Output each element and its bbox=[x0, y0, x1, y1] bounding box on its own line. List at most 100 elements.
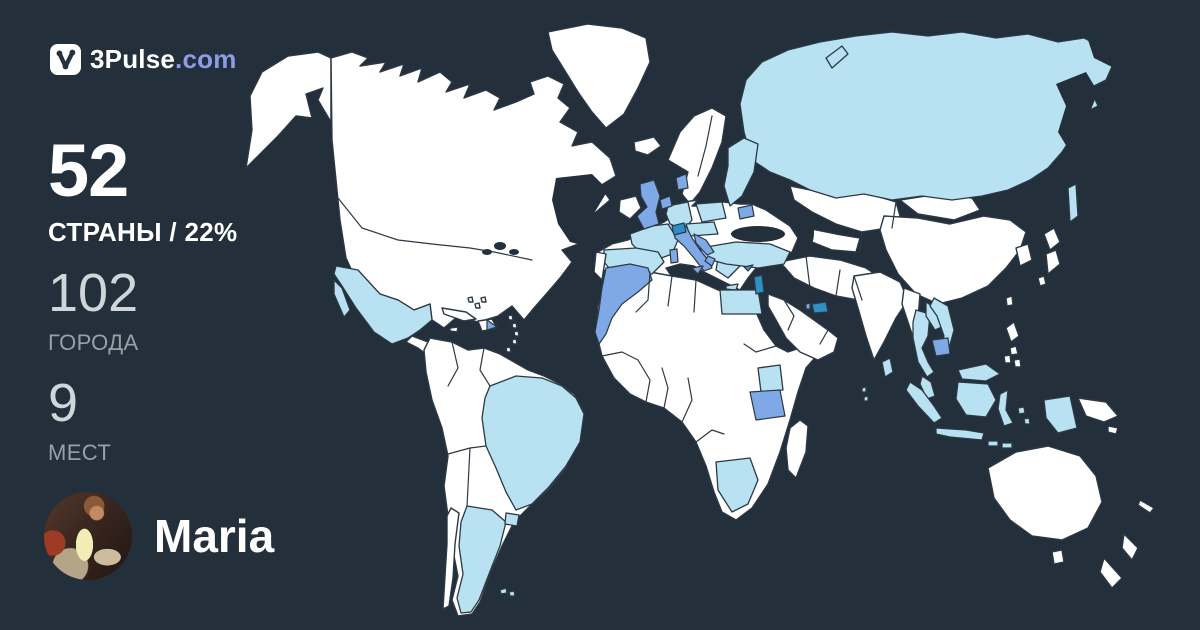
map-sea-great-lake-1 bbox=[494, 242, 506, 250]
map-region-papua-new-guinea bbox=[1077, 397, 1119, 435]
map-region-lesser-antilles bbox=[505, 314, 520, 353]
map-region-latvia bbox=[737, 204, 755, 220]
stat-places: 9 МЕСТ bbox=[48, 376, 111, 466]
map-region-croatia bbox=[693, 233, 715, 256]
map-region-italy bbox=[673, 225, 713, 272]
map-cut-chukotka bbox=[1088, 40, 1114, 68]
map-region-uruguay bbox=[504, 512, 520, 527]
brand-name-main: 3Pulse bbox=[90, 44, 176, 74]
stat-countries: 52 СТРАНЫ / 22% bbox=[48, 134, 237, 248]
map-region-poland bbox=[695, 201, 727, 223]
map-region-scandinavia bbox=[667, 107, 727, 205]
map-region-west-papua bbox=[1043, 395, 1078, 434]
map-region-thailand bbox=[912, 309, 935, 378]
map-region-russia bbox=[739, 31, 1115, 201]
map-region-qatar bbox=[805, 302, 811, 310]
map-region-ireland bbox=[618, 195, 642, 220]
map-region-finland bbox=[723, 137, 759, 207]
stat-places-value: 9 bbox=[48, 373, 79, 433]
map-region-jamaica bbox=[449, 326, 459, 333]
user-name: Maria bbox=[154, 510, 275, 562]
map-region-java bbox=[935, 427, 985, 441]
stat-cities: 102 ГОРОДА bbox=[48, 266, 139, 356]
map-region-denmark bbox=[675, 173, 689, 191]
map-region-maldives bbox=[861, 386, 869, 402]
map-sea-cutouts bbox=[482, 40, 1114, 255]
brand-logo[interactable]: 3Pulse.com bbox=[50, 44, 237, 75]
map-region-sulawesi bbox=[997, 389, 1014, 427]
avatar[interactable] bbox=[44, 492, 132, 580]
brand-name: 3Pulse.com bbox=[90, 44, 237, 75]
map-region-japan bbox=[1037, 227, 1061, 287]
map-region-kenya bbox=[757, 364, 784, 393]
map-region-united-kingdom bbox=[636, 179, 661, 230]
map-region-australia bbox=[987, 445, 1103, 541]
map-region-mexico bbox=[333, 265, 433, 345]
map-region-taiwan bbox=[1005, 295, 1014, 307]
map-region-cambodia bbox=[931, 337, 951, 357]
map-region-china bbox=[879, 215, 1027, 305]
map-region-philippines bbox=[1003, 321, 1022, 368]
map-sea-caspian bbox=[798, 214, 814, 250]
map-region-greenland bbox=[547, 23, 651, 129]
map-region-moluccas bbox=[1017, 406, 1031, 425]
map-region-egypt bbox=[719, 289, 763, 315]
map-region-malaysia bbox=[919, 375, 936, 400]
stat-cities-label: ГОРОДА bbox=[48, 330, 139, 355]
map-region-tanzania bbox=[749, 389, 786, 421]
map-region-sakhalin bbox=[1067, 183, 1079, 223]
stat-countries-label: СТРАНЫ / 22% bbox=[48, 217, 238, 247]
map-visited-light bbox=[333, 31, 1115, 614]
map-region-falklands bbox=[499, 587, 516, 597]
map-border-lines bbox=[330, 57, 897, 507]
map-region-korea bbox=[1015, 243, 1033, 267]
stat-cities-value: 102 bbox=[48, 263, 139, 323]
map-region-baja bbox=[333, 279, 351, 318]
map-region-cuba bbox=[441, 307, 477, 322]
map-visited-medium bbox=[486, 173, 951, 421]
brand-name-suffix: .com bbox=[175, 44, 237, 74]
map-region-alaska bbox=[245, 51, 332, 169]
map-region-brazil bbox=[481, 375, 585, 511]
map-region-kalimantan bbox=[955, 381, 997, 418]
map-region-novaya-zemlya bbox=[825, 45, 849, 69]
map-region-switzerland bbox=[671, 222, 687, 236]
map-sea-hudson-bay bbox=[552, 174, 608, 246]
map-region-india bbox=[851, 271, 909, 361]
user-profile[interactable]: Maria bbox=[44, 492, 274, 580]
map-cut-kamchatka bbox=[1056, 72, 1098, 152]
map-region-new-caledonia bbox=[1137, 499, 1155, 514]
map-region-israel bbox=[753, 274, 765, 295]
map-region-tasmania bbox=[1051, 549, 1065, 565]
map-region-iceland bbox=[633, 136, 662, 156]
map-region-new-zealand bbox=[1099, 533, 1139, 589]
map-region-lesser-sunda bbox=[987, 440, 1013, 449]
map-region-morocco bbox=[594, 263, 653, 345]
map-region-portugal bbox=[593, 251, 607, 281]
map-sea-great-lake-2 bbox=[509, 249, 519, 255]
map-sea-black-sea bbox=[731, 226, 785, 242]
map-region-south-africa bbox=[715, 457, 759, 513]
map-region-uae bbox=[811, 301, 829, 314]
map-region-sumatra bbox=[905, 381, 943, 424]
map-region-madagascar bbox=[785, 419, 809, 479]
map-unvisited-overlays bbox=[442, 251, 607, 610]
map-region-sardinia bbox=[669, 248, 679, 264]
map-region-sri-lanka bbox=[881, 357, 894, 378]
stat-places-label: МЕСТ bbox=[48, 440, 112, 465]
pulse-check-icon bbox=[50, 44, 81, 75]
map-visited-dark bbox=[671, 222, 829, 314]
map-region-cyprus bbox=[743, 264, 754, 272]
map-region-netherlands bbox=[659, 195, 673, 210]
stat-countries-value: 52 bbox=[48, 129, 129, 212]
map-region-montenegro bbox=[704, 255, 716, 267]
map-region-borneo-malaysia bbox=[957, 363, 1001, 382]
map-region-dominican-republic bbox=[486, 319, 498, 331]
map-region-sicily bbox=[691, 265, 704, 275]
map-region-bahamas bbox=[467, 296, 487, 309]
map-region-chile bbox=[442, 507, 460, 610]
